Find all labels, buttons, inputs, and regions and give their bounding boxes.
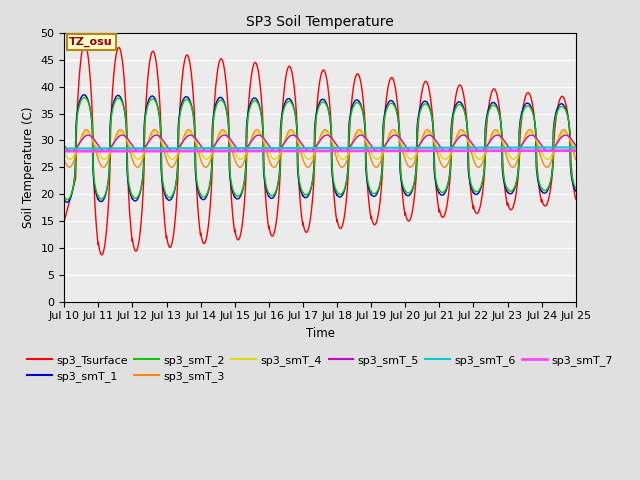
Line: sp3_smT_1: sp3_smT_1: [64, 95, 575, 202]
sp3_smT_3: [435, 154, 442, 160]
sp3_smT_4: [572, 148, 579, 154]
sp3_smT_3: [572, 156, 579, 162]
sp3_smT_2: [63, 197, 71, 203]
sp3_smT_1: [572, 188, 579, 194]
Line: sp3_smT_6: sp3_smT_6: [64, 147, 575, 148]
sp3_smT_3: [301, 161, 308, 167]
sp3_smT_3: [152, 128, 160, 133]
sp3_smT_5: [60, 143, 68, 148]
sp3_smT_3: [572, 155, 579, 161]
Line: sp3_smT_3: sp3_smT_3: [64, 130, 575, 168]
sp3_smT_5: [301, 145, 308, 151]
sp3_smT_6: [435, 145, 442, 151]
sp3_Tsurface: [60, 218, 68, 224]
sp3_smT_6: [152, 145, 160, 151]
sp3_smT_5: [406, 148, 414, 154]
sp3_smT_3: [65, 165, 73, 170]
sp3_smT_5: [572, 143, 579, 148]
sp3_smT_2: [435, 186, 442, 192]
sp3_smT_1: [435, 189, 442, 195]
sp3_smT_6: [301, 145, 308, 151]
sp3_smT_2: [572, 184, 579, 190]
sp3_smT_4: [572, 149, 579, 155]
sp3_smT_7: [60, 148, 68, 154]
sp3_smT_1: [80, 92, 88, 97]
sp3_smT_1: [301, 194, 308, 200]
Title: SP3 Soil Temperature: SP3 Soil Temperature: [246, 15, 394, 29]
Text: TZ_osu: TZ_osu: [69, 37, 113, 48]
sp3_smT_6: [406, 145, 413, 151]
sp3_smT_1: [152, 99, 160, 105]
sp3_smT_6: [60, 145, 68, 151]
sp3_Tsurface: [81, 41, 88, 47]
sp3_Tsurface: [463, 125, 471, 131]
Line: sp3_Tsurface: sp3_Tsurface: [64, 44, 575, 255]
sp3_smT_4: [301, 153, 308, 158]
sp3_smT_2: [81, 95, 88, 100]
sp3_smT_5: [84, 132, 92, 138]
Y-axis label: Soil Temperature (C): Soil Temperature (C): [22, 107, 35, 228]
Line: sp3_smT_4: sp3_smT_4: [64, 132, 575, 159]
sp3_Tsurface: [98, 252, 106, 258]
sp3_smT_5: [435, 141, 442, 147]
X-axis label: Time: Time: [305, 327, 335, 340]
sp3_smT_5: [152, 132, 160, 138]
sp3_Tsurface: [435, 204, 442, 210]
sp3_smT_5: [463, 134, 471, 140]
sp3_smT_1: [60, 197, 68, 203]
sp3_smT_6: [463, 145, 471, 151]
sp3_smT_6: [571, 144, 579, 150]
sp3_Tsurface: [572, 196, 579, 202]
Line: sp3_smT_2: sp3_smT_2: [64, 97, 575, 200]
sp3_Tsurface: [301, 227, 308, 233]
sp3_smT_1: [572, 187, 579, 193]
sp3_Tsurface: [572, 194, 579, 200]
sp3_smT_7: [463, 148, 471, 154]
sp3_smT_2: [301, 192, 308, 197]
sp3_smT_1: [63, 199, 71, 205]
sp3_smT_4: [66, 156, 74, 162]
sp3_smT_4: [60, 149, 68, 155]
sp3_smT_5: [572, 142, 579, 148]
sp3_smT_3: [83, 127, 90, 132]
sp3_smT_1: [406, 192, 414, 197]
sp3_smT_2: [463, 125, 471, 131]
sp3_smT_2: [406, 190, 414, 195]
sp3_smT_5: [67, 148, 75, 154]
sp3_Tsurface: [152, 60, 160, 66]
sp3_smT_7: [406, 148, 413, 154]
sp3_smT_2: [60, 194, 68, 200]
sp3_smT_4: [463, 135, 471, 141]
sp3_smT_2: [572, 185, 579, 191]
sp3_smT_4: [83, 130, 91, 135]
sp3_smT_4: [406, 156, 414, 162]
sp3_Tsurface: [406, 216, 414, 222]
sp3_smT_7: [571, 148, 579, 154]
Line: sp3_smT_5: sp3_smT_5: [64, 135, 575, 151]
sp3_smT_3: [463, 137, 471, 143]
sp3_smT_3: [406, 164, 414, 170]
sp3_smT_7: [435, 148, 442, 154]
sp3_smT_4: [152, 130, 160, 135]
sp3_smT_7: [152, 148, 160, 154]
sp3_smT_3: [60, 156, 68, 162]
sp3_smT_1: [463, 130, 471, 136]
sp3_smT_7: [301, 148, 308, 154]
sp3_smT_2: [152, 100, 160, 106]
Legend: sp3_Tsurface, sp3_smT_1, sp3_smT_2, sp3_smT_3, sp3_smT_4, sp3_smT_5, sp3_smT_6, : sp3_Tsurface, sp3_smT_1, sp3_smT_2, sp3_…: [23, 350, 617, 386]
sp3_smT_7: [572, 148, 579, 154]
sp3_smT_4: [435, 147, 442, 153]
sp3_smT_6: [572, 144, 579, 150]
